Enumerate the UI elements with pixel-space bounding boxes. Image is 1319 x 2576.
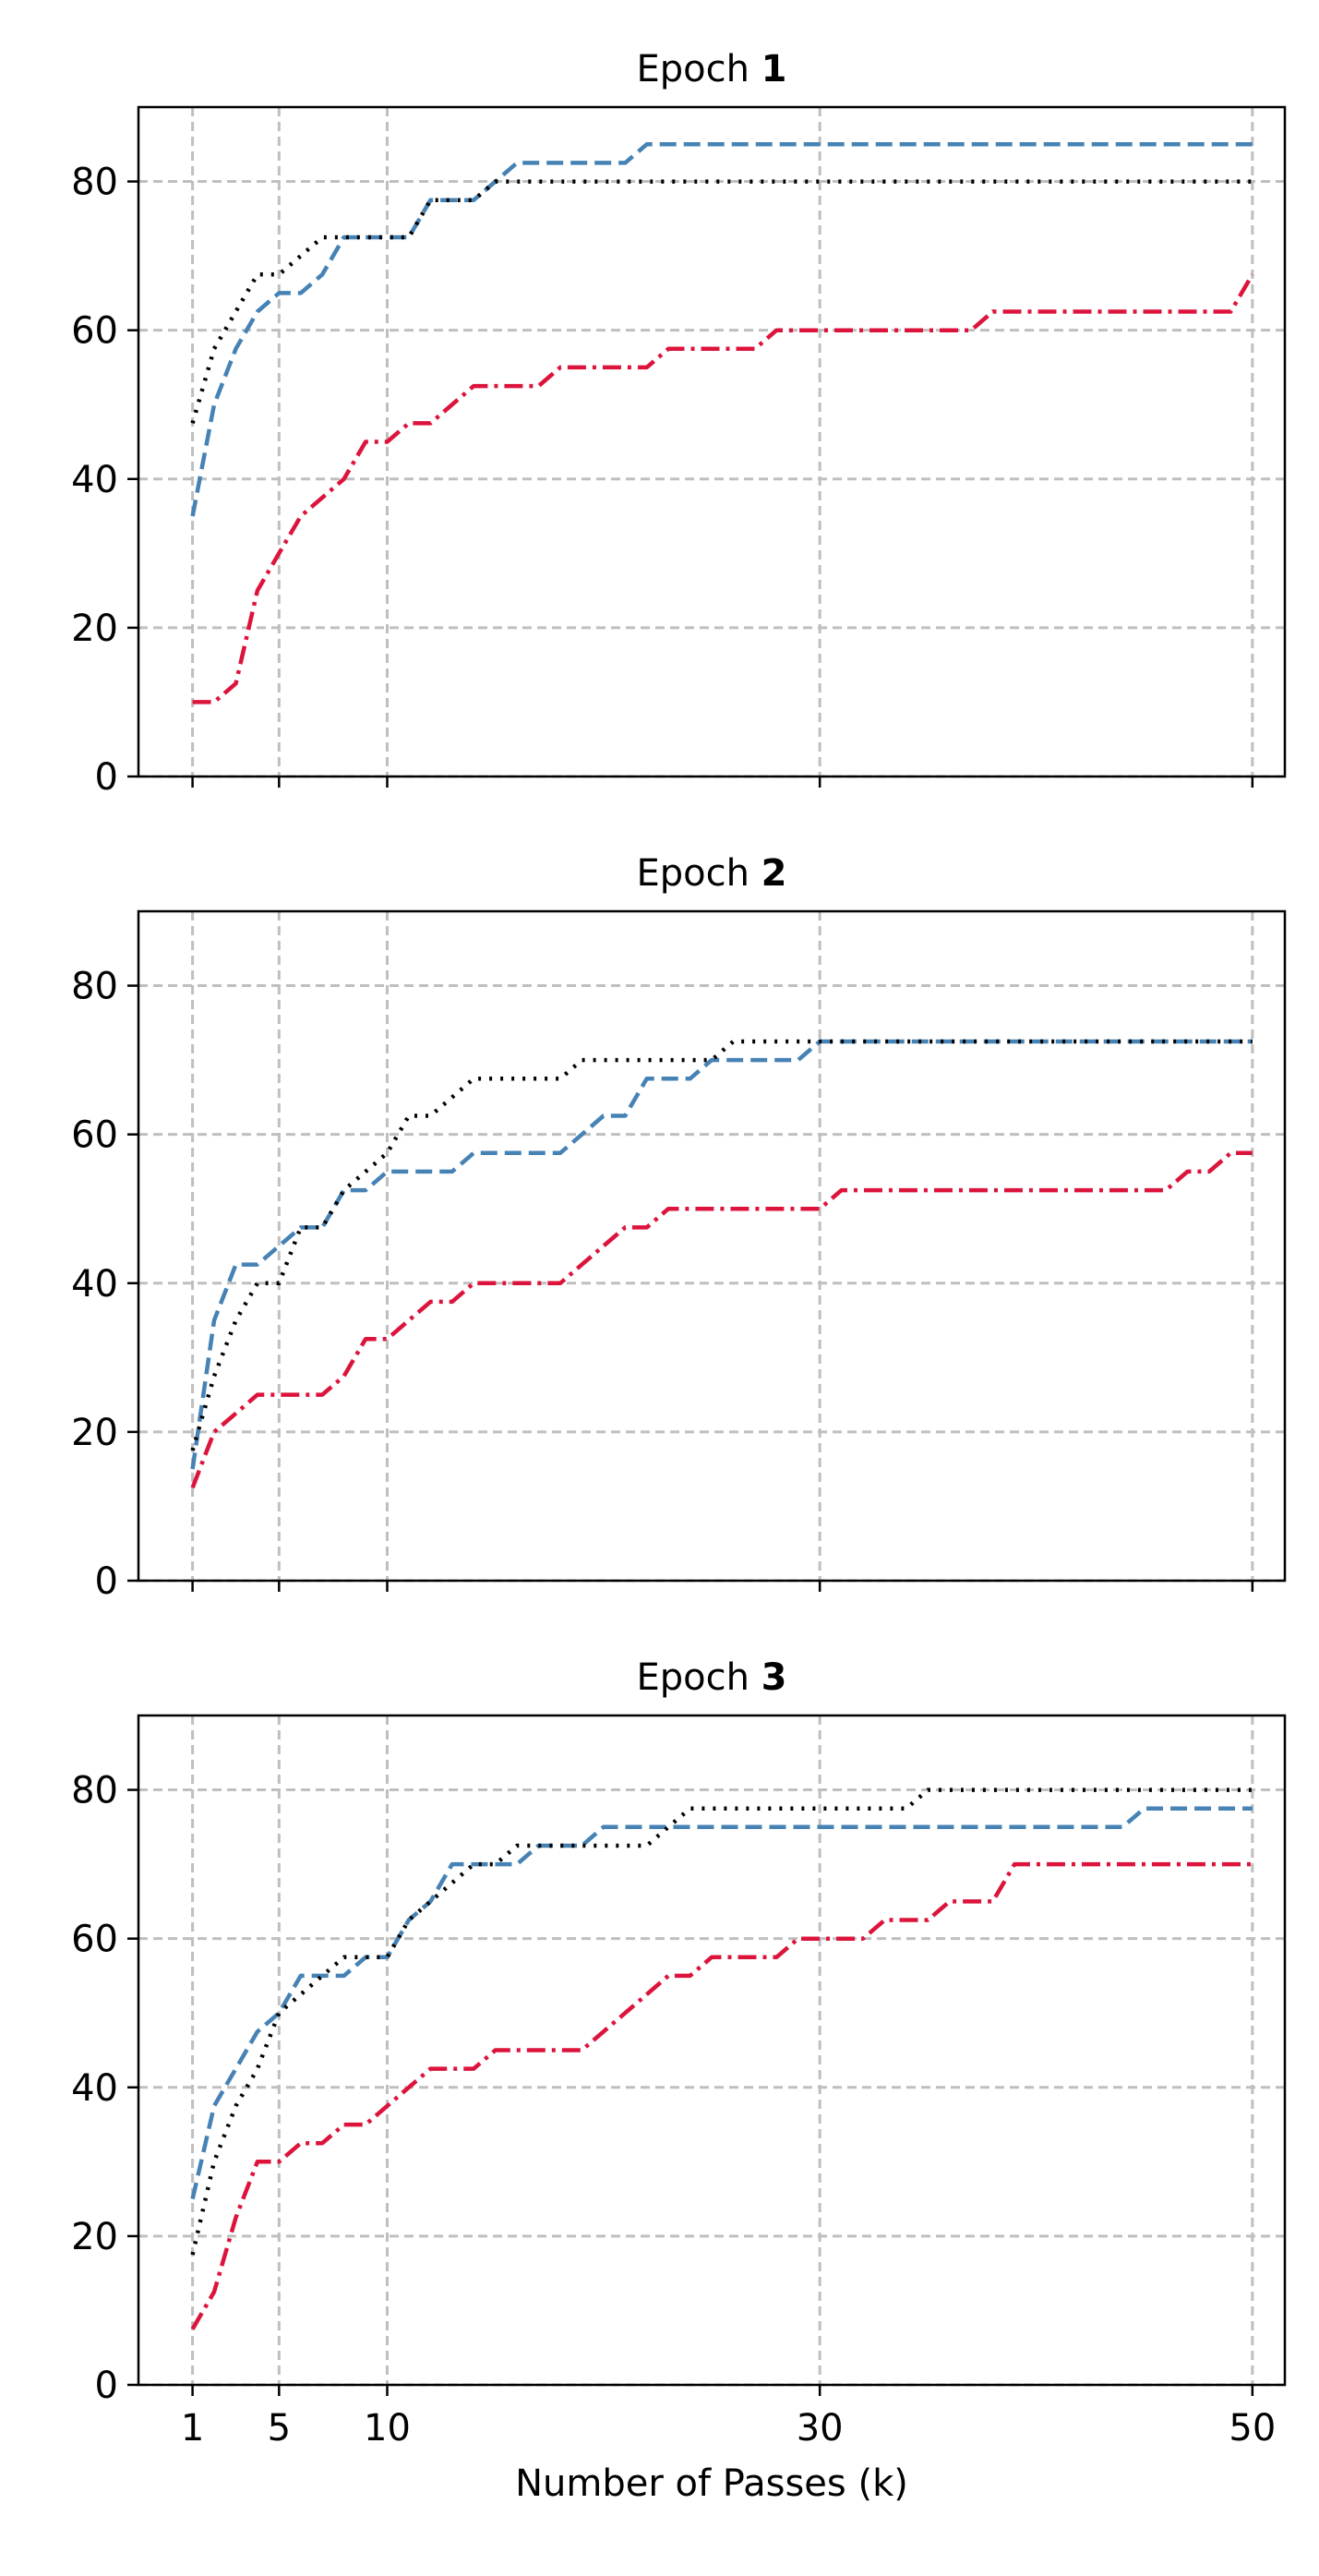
y-tick-label: 80 [71,966,118,1008]
y-tick-label: 20 [71,608,118,650]
y-tick-label: 0 [95,756,118,799]
y-tick-label: 80 [71,162,118,204]
y-tick-label: 40 [71,2067,118,2110]
panel-title-number: 2 [761,852,787,895]
plot-frame [137,105,1287,778]
series-line-dashdot [190,1861,1253,2330]
plot-frame [137,909,1287,1583]
series-line-dashdot [190,1150,1253,1489]
panel-title-number: 1 [761,48,787,90]
series-line-dotted [190,1039,1253,1451]
y-tick-label: 20 [71,1412,118,1454]
panel-title-prefix: Epoch [636,48,761,90]
series-line-dotted [190,179,1253,425]
panel-title-prefix: Epoch [636,1656,761,1699]
y-tick-label: 60 [71,1114,118,1157]
y-tick-label: 40 [71,1263,118,1306]
x-axis-label: Number of Passes (k) [515,2462,908,2505]
y-tick-label: 60 [71,1919,118,1961]
y-tick-label: 40 [71,459,118,501]
panel-title-prefix: Epoch [636,852,761,895]
y-tick-label: 0 [95,1560,118,1603]
y-tick-label: 20 [71,2216,118,2258]
series-line-dotted [190,1788,1253,2256]
x-tick-label: 30 [797,2407,844,2450]
series-line-dashdot [192,273,1254,704]
panel-epoch-1: Epoch 1 0 20 40 60 80 [71,48,1287,799]
panel-title-number: 3 [761,1656,787,1699]
series-line-dashed [190,1806,1253,2200]
y-tick-label: 80 [71,1770,118,1812]
x-tick-label: 5 [268,2407,291,2450]
series-line-dashed [190,1039,1253,1470]
y-tick-label: 0 [95,2365,118,2407]
panel-title: Epoch 2 [636,852,786,895]
x-tick-label: 10 [364,2407,411,2450]
x-tick-label: 1 [181,2407,204,2450]
panel-title: Epoch 1 [636,48,786,90]
panel-title: Epoch 3 [636,1656,786,1699]
plot-frame [137,1714,1287,2387]
x-tick-label: 50 [1229,2407,1276,2450]
y-tick-label: 60 [71,310,118,353]
